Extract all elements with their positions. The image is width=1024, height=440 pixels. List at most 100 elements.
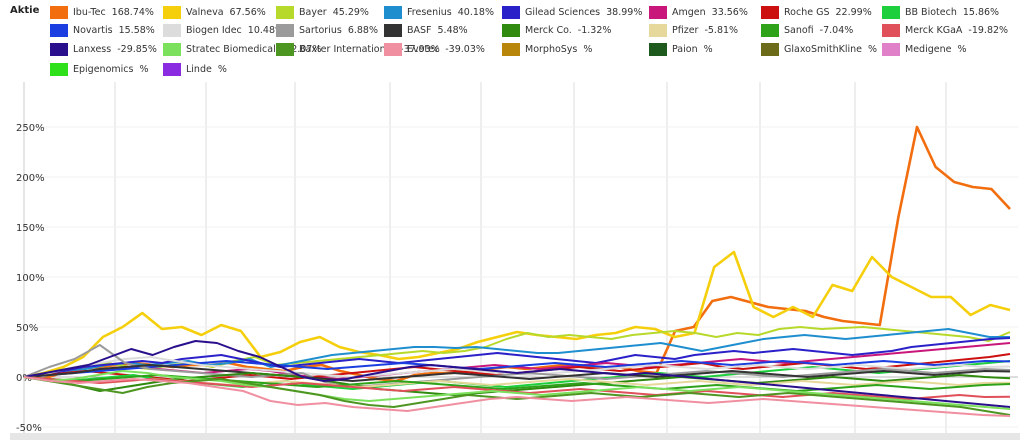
legend-series-name: Sartorius [299, 24, 342, 36]
legend-series-value: % [868, 43, 878, 55]
legend-series-value: -19.82% [968, 24, 1009, 36]
legend-series-name: Paion [672, 43, 698, 55]
legend-swatch [163, 23, 181, 37]
legend-item[interactable]: Stratec Biomedical -32.07% [163, 41, 321, 57]
legend-item[interactable]: Pfizer -5.81% [649, 22, 738, 38]
legend-series-name: Biogen Idec [186, 24, 242, 36]
legend-item[interactable]: Sanofi -7.04% [761, 22, 853, 38]
legend-item[interactable]: Biogen Idec 10.48% [163, 22, 284, 38]
legend-swatch [50, 23, 68, 37]
legend-item[interactable]: Merck KGaA -19.82% [882, 22, 1008, 38]
legend-swatch [276, 23, 294, 37]
legend-series-name: Epigenomics [73, 63, 134, 75]
legend-swatch [50, 5, 68, 19]
y-tick-label: 100% [16, 273, 45, 284]
y-tick-label: 0% [16, 373, 32, 384]
legend-item[interactable]: Linde% [163, 61, 227, 77]
legend-item[interactable]: Evotec -39.03% [384, 41, 485, 57]
series-line-basf[interactable] [23, 364, 1011, 382]
legend-item[interactable]: Baxter International -37.93% [276, 41, 440, 57]
legend-item[interactable]: Epigenomics% [50, 61, 148, 77]
legend-series-name: Merck Co. [525, 24, 572, 36]
chart-legend: Aktie Ibu-Tec 168.74% Valneva 67.56% Bayer 45… [0, 0, 1024, 80]
legend-swatch [276, 42, 294, 56]
legend-series-value: % [703, 43, 713, 55]
legend-swatch [502, 5, 520, 19]
legend-series-name: Merck KGaA [905, 24, 963, 36]
legend-item[interactable]: Medigene% [882, 41, 966, 57]
legend-series-name: Novartis [73, 24, 113, 36]
legend-series-name: Pfizer [672, 24, 699, 36]
legend-swatch [882, 23, 900, 37]
legend-series-value: -1.32% [577, 24, 612, 36]
legend-series-name: Roche GS [784, 6, 830, 18]
legend-swatch [649, 5, 667, 19]
legend-series-name: Evotec [407, 43, 440, 55]
legend-item[interactable]: Valneva 67.56% [163, 4, 266, 20]
legend-series-name: MorphoSys [525, 43, 578, 55]
legend-series-name: Valneva [186, 6, 224, 18]
legend-series-value: -5.81% [704, 24, 739, 36]
series-line-ibu-tec[interactable] [23, 125, 1011, 383]
legend-series-name: Bayer [299, 6, 327, 18]
legend-item[interactable]: GlaxoSmithKline% [761, 41, 877, 57]
legend-series-value: 40.18% [457, 6, 494, 18]
legend-series-value: -29.85% [117, 43, 157, 55]
legend-item[interactable]: BASF 5.48% [384, 22, 468, 38]
legend-series-name: Fresenius [407, 6, 452, 18]
legend-item[interactable]: Fresenius 40.18% [384, 4, 494, 20]
legend-item[interactable]: Novartis 15.58% [50, 22, 155, 38]
legend-swatch [761, 5, 779, 19]
legend-series-value: 6.88% [347, 24, 378, 36]
series-line-evotec[interactable] [23, 376, 1011, 417]
legend-swatch [502, 42, 520, 56]
legend-series-value: 33.56% [711, 6, 748, 18]
legend-item[interactable]: MorphoSys% [502, 41, 592, 57]
legend-item[interactable]: Lanxess -29.85% [50, 41, 157, 57]
legend-item[interactable]: Merck Co. -1.32% [502, 22, 611, 38]
legend-item[interactable]: BB Biotech 15.86% [882, 4, 999, 20]
legend-item[interactable]: Ibu-Tec 168.74% [50, 4, 154, 20]
legend-swatch [384, 42, 402, 56]
legend-series-value: -32.07% [281, 43, 322, 55]
legend-item[interactable]: Sartorius 6.88% [276, 22, 378, 38]
horizontal-scrollbar[interactable] [10, 433, 1020, 440]
legend-series-value: % [139, 63, 149, 75]
legend-swatch [882, 42, 900, 56]
legend-series-name: Lanxess [73, 43, 112, 55]
series-line-baxter-international[interactable] [23, 376, 1011, 416]
legend-series-name: Amgen [672, 6, 706, 18]
legend-series-name: Gilead Sciences [525, 6, 601, 18]
legend-series-name: Medigene [905, 43, 952, 55]
legend-item[interactable]: Gilead Sciences 38.99% [502, 4, 642, 20]
legend-swatch [649, 42, 667, 56]
series-line-stratec-biomedical[interactable] [23, 370, 1011, 410]
legend-series-value: -37.93% [400, 43, 440, 55]
legend-swatch [761, 42, 779, 56]
series-line-lanxess[interactable] [23, 340, 1011, 408]
series-line-gilead-sciences[interactable] [23, 337, 1011, 378]
legend-item[interactable]: Paion% [649, 41, 713, 57]
series-line-sartorius[interactable] [23, 344, 1011, 388]
legend-series-value: 5.48% [437, 24, 468, 36]
legend-series-value: 22.99% [835, 6, 872, 18]
legend-item[interactable]: Bayer 45.29% [276, 4, 369, 20]
legend-item[interactable]: Amgen 33.56% [649, 4, 748, 20]
legend-series-name: Linde [186, 63, 212, 75]
legend-swatch [502, 23, 520, 37]
line-chart: 250% 200% 150% 100% 50% 0% -50% [16, 82, 1018, 433]
y-tick-label: 50% [16, 323, 38, 334]
legend-title: Aktie [10, 5, 40, 16]
series-line-valneva[interactable] [23, 250, 1011, 379]
legend-swatch [384, 23, 402, 37]
legend-series-name: Ibu-Tec [73, 6, 106, 18]
legend-series-value: 15.58% [118, 24, 155, 36]
legend-series-value: 38.99% [606, 6, 643, 18]
legend-swatch [163, 5, 181, 19]
legend-item[interactable]: Roche GS 22.99% [761, 4, 872, 20]
legend-series-value: 10.48% [247, 24, 285, 36]
legend-series-name: Stratec Biomedical [186, 43, 276, 55]
series-line-fresenius[interactable] [23, 328, 1010, 378]
legend-series-name: GlaxoSmithKline [784, 43, 863, 55]
legend-series-value: % [583, 43, 593, 55]
